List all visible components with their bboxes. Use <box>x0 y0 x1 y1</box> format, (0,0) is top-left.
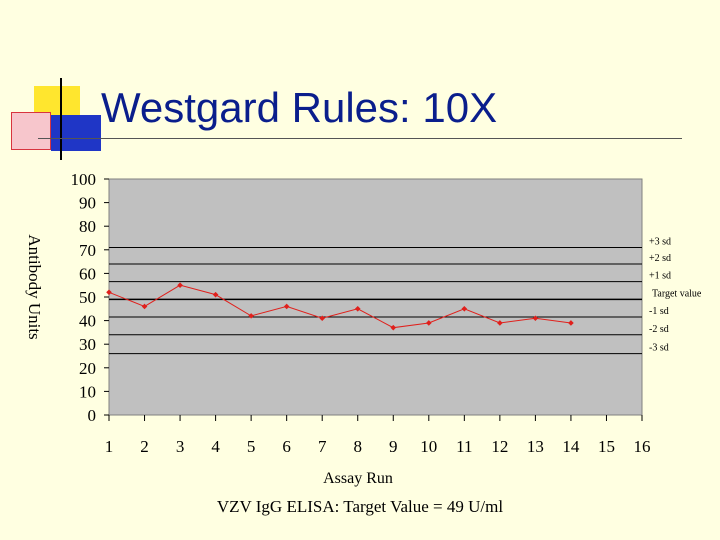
x-tick-label: 8 <box>353 437 362 456</box>
title-accent-red-square <box>11 112 51 150</box>
y-tick-label: 0 <box>88 406 97 425</box>
x-tick-label: 10 <box>420 437 437 456</box>
title-accent-blue-square <box>51 115 101 151</box>
reference-label: -1 sd <box>649 306 669 317</box>
chart-footnote: VZV IgG ELISA: Target Value = 49 U/ml <box>216 497 504 516</box>
data-point <box>568 320 574 326</box>
data-point <box>390 324 397 331</box>
series-line <box>108 284 571 329</box>
y-tick-label: 10 <box>79 382 96 401</box>
reference-lines: +3 sd +2 sd +1 sd Target value -1 sd -2 sd -3 … <box>109 236 702 355</box>
x-tick-label: 15 <box>598 437 615 456</box>
y-tick-label: 40 <box>79 312 96 331</box>
data-point <box>532 315 539 322</box>
y-axis-label: Antibody Units <box>25 234 44 339</box>
reference-label: +2 sd <box>649 253 671 264</box>
reference-label: -3 sd <box>649 343 669 354</box>
x-axis-label: Assay Run <box>323 470 393 487</box>
y-tick-label: 20 <box>79 359 96 378</box>
data-point <box>212 291 219 298</box>
reference-label: +1 sd <box>649 271 671 282</box>
x-tick-label: 2 <box>140 437 149 456</box>
y-tick-label: 30 <box>79 335 96 354</box>
data-point <box>354 306 361 312</box>
x-tick-label: 6 <box>282 437 291 456</box>
title-accent-vertical-line <box>60 78 62 160</box>
y-tick-label: 90 <box>79 194 96 213</box>
x-tick-label: 16 <box>634 437 651 456</box>
x-tick-label: 4 <box>211 437 220 456</box>
x-tick-label: 14 <box>562 437 580 456</box>
y-tick-label: 60 <box>79 264 96 283</box>
y-tick-label: 100 <box>71 170 97 189</box>
y-tick-label: 70 <box>79 241 96 260</box>
x-tick-label: 11 <box>456 437 472 456</box>
data-point <box>426 320 432 326</box>
x-tick-label: 3 <box>176 437 185 456</box>
data-point <box>461 306 468 312</box>
plot-area <box>108 178 643 416</box>
reference-label: +3 sd <box>649 236 671 247</box>
x-tick-label: 7 <box>318 437 327 456</box>
x-tick-label: 9 <box>389 437 398 456</box>
data-point <box>283 303 290 310</box>
reference-label: -2 sd <box>649 324 669 335</box>
x-tick-label: 5 <box>247 437 256 456</box>
title-underline <box>38 138 682 139</box>
data-point <box>248 313 254 319</box>
data-point <box>319 315 325 322</box>
x-tick-label: 12 <box>491 437 508 456</box>
data-point <box>497 320 503 326</box>
x-tick-label: 13 <box>527 437 544 456</box>
reference-label: Target value <box>652 288 702 299</box>
slide-title: Westgard Rules: 10X <box>101 84 498 131</box>
data-point <box>106 289 112 296</box>
series-layer <box>106 282 574 331</box>
y-tick-label: 80 <box>79 217 96 236</box>
data-point <box>177 282 183 288</box>
data-point <box>141 303 148 310</box>
y-tick-label: 50 <box>79 288 96 307</box>
x-tick-label: 1 <box>105 437 114 456</box>
